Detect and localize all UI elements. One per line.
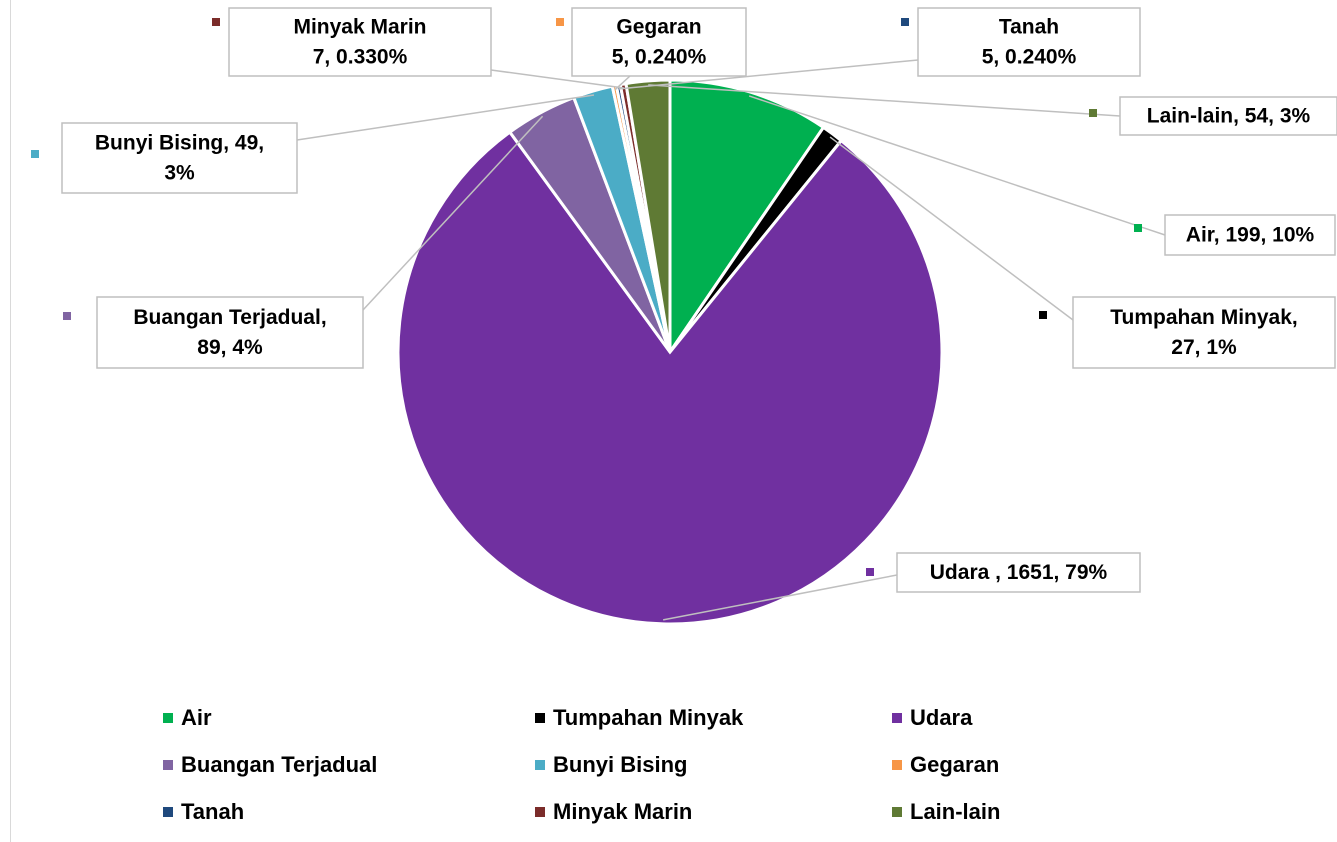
data-label: Buangan Terjadual, <box>133 306 326 329</box>
legend-key <box>535 807 545 817</box>
pie <box>396 78 944 626</box>
label-key <box>31 150 39 158</box>
label-key <box>901 18 909 26</box>
leader-line <box>748 95 1166 236</box>
leader-line <box>296 94 595 141</box>
label-key <box>1039 311 1047 319</box>
chart-border <box>10 0 11 842</box>
data-label: 7, 0.330% <box>313 46 408 69</box>
legend-key <box>535 760 545 770</box>
data-label: Gegaran <box>616 16 701 39</box>
legend-label: Buangan Terjadual <box>181 752 377 777</box>
legend: Air Tumpahan Minyak Udara Buangan Terjadual… <box>163 705 1000 824</box>
legend-key <box>163 760 173 770</box>
label-box <box>917 7 1141 77</box>
legend-label: Lain-lain <box>910 799 1000 824</box>
data-label: Udara , 1651, 79% <box>930 561 1108 584</box>
leader-line <box>362 115 544 311</box>
label-key <box>63 312 71 320</box>
data-label: Lain-lain, 54, 3% <box>1147 105 1311 128</box>
data-label: Minyak Marin <box>293 16 426 39</box>
label-key <box>1089 109 1097 117</box>
legend-label: Minyak Marin <box>553 799 692 824</box>
data-label: 5, 0.240% <box>982 46 1077 69</box>
label-box <box>96 296 364 369</box>
label-box <box>571 7 747 77</box>
data-labels: Air, 199, 10% Tumpahan Minyak, 27, 1% Udara… <box>31 7 1337 593</box>
label-box <box>228 7 492 77</box>
leader-line <box>662 574 898 621</box>
data-label: 27, 1% <box>1171 336 1237 359</box>
legend-key <box>892 713 902 723</box>
label-key <box>1134 224 1142 232</box>
leader-line <box>618 59 919 90</box>
legend-label: Tanah <box>181 799 244 824</box>
legend-key <box>892 760 902 770</box>
label-box <box>61 122 298 194</box>
pie-slice <box>396 130 944 626</box>
data-label: Bunyi Bising, 49, <box>95 132 264 155</box>
legend-key <box>535 713 545 723</box>
legend-label: Tumpahan Minyak <box>553 705 744 730</box>
legend-label: Udara <box>910 705 973 730</box>
pie-slice <box>624 78 672 353</box>
label-box <box>1164 214 1336 256</box>
legend-key <box>163 713 173 723</box>
label-key <box>212 18 220 26</box>
label-box <box>896 552 1141 593</box>
data-label: 3% <box>164 162 195 185</box>
label-box <box>1072 296 1336 369</box>
leader-lines <box>296 59 1166 621</box>
legend-label: Bunyi Bising <box>553 752 687 777</box>
data-label: Tumpahan Minyak, <box>1110 306 1297 329</box>
leader-line <box>490 69 624 89</box>
legend-label: Air <box>181 705 212 730</box>
data-label: Tanah <box>999 16 1059 39</box>
data-label: 5, 0.240% <box>612 46 707 69</box>
leader-line <box>829 136 1074 321</box>
label-key <box>556 18 564 26</box>
label-key <box>866 568 874 576</box>
legend-label: Gegaran <box>910 752 999 777</box>
data-label: Air, 199, 10% <box>1186 224 1315 247</box>
label-box <box>1119 96 1337 136</box>
leader-line <box>648 84 1121 117</box>
legend-key <box>163 807 173 817</box>
data-label: 89, 4% <box>197 336 263 359</box>
legend-key <box>892 807 902 817</box>
